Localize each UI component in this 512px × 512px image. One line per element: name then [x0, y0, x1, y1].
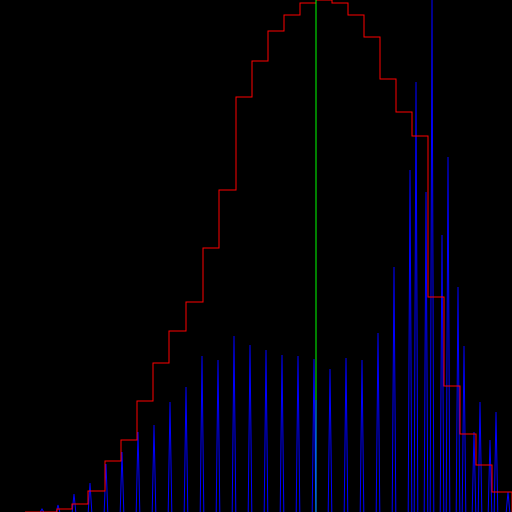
blue-spike-29: [455, 286, 461, 512]
blue-spike-22: [391, 266, 397, 512]
blue-spike-18: [327, 368, 333, 512]
blue-spike-34: [493, 411, 499, 512]
blue-spike-24: [413, 81, 419, 512]
blue-spike-16: [295, 355, 301, 512]
blue-spike-5: [119, 451, 125, 512]
blue-spike-15: [279, 354, 285, 512]
blue-spike-8: [167, 401, 173, 512]
blue-spike-4: [103, 463, 109, 512]
blue-spike-2: [71, 493, 77, 512]
blue-spike-11: [215, 359, 221, 512]
blue-spike-33: [487, 439, 493, 512]
blue-spike-9: [183, 386, 189, 512]
blue-spike-23: [407, 169, 413, 512]
blue-spike-26: [429, 0, 435, 512]
blue-spike-25: [423, 191, 429, 512]
blue-spike-31: [471, 431, 477, 512]
blue-spike-30: [461, 345, 467, 512]
blue-spike-13: [247, 344, 253, 512]
blue-spike-6: [135, 431, 141, 512]
blue-spike-27: [439, 234, 445, 512]
red-step-curve: [25, 0, 512, 512]
blue-spike-7: [151, 424, 157, 512]
plot-marks: [25, 0, 512, 512]
blue-spike-19: [343, 357, 349, 512]
blue-spike-10: [199, 355, 205, 512]
blue-spike-20: [359, 359, 365, 512]
blue-spike-12: [231, 335, 237, 512]
blue-spike-0: [39, 508, 45, 512]
blue-spike-17: [311, 358, 317, 512]
blue-spike-3: [87, 482, 93, 512]
blue-spike-32: [477, 401, 483, 512]
blue-spike-28: [445, 156, 451, 512]
blue-spike-14: [263, 349, 269, 512]
blue-spike-21: [375, 332, 381, 512]
